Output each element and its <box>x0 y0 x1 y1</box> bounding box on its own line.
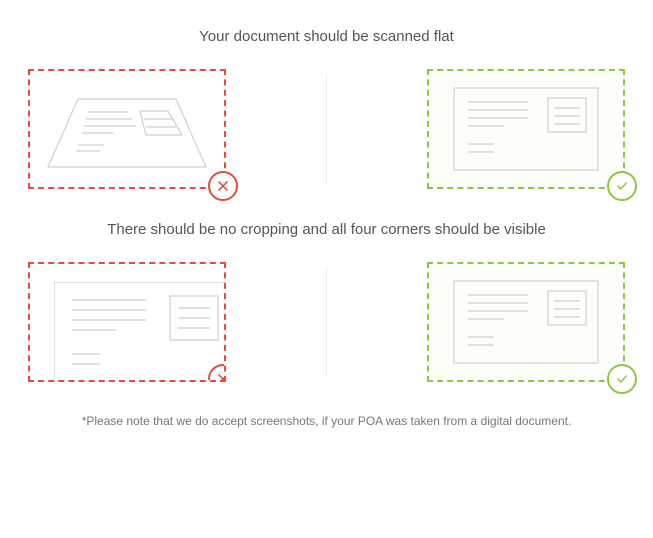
panel-angled-bad <box>28 69 226 189</box>
illustration-flat-doc <box>442 78 610 180</box>
footnote: *Please note that we do accept screensho… <box>28 414 625 428</box>
illustration-angled-doc <box>38 79 216 179</box>
check-icon <box>607 171 637 201</box>
divider <box>326 267 327 377</box>
example-row-2 <box>28 262 625 382</box>
divider <box>326 74 327 184</box>
panel-full-good <box>427 262 625 382</box>
cross-icon <box>208 171 238 201</box>
panel-flat-good <box>427 69 625 189</box>
example-row-1 <box>28 69 625 189</box>
heading-flat: Your document should be scanned flat <box>28 28 625 45</box>
illustration-flat-doc <box>442 271 610 373</box>
check-icon <box>607 364 637 394</box>
panel-cropped-bad <box>28 262 226 382</box>
illustration-cropped-doc <box>54 282 226 382</box>
heading-corners: There should be no cropping and all four… <box>28 221 625 238</box>
